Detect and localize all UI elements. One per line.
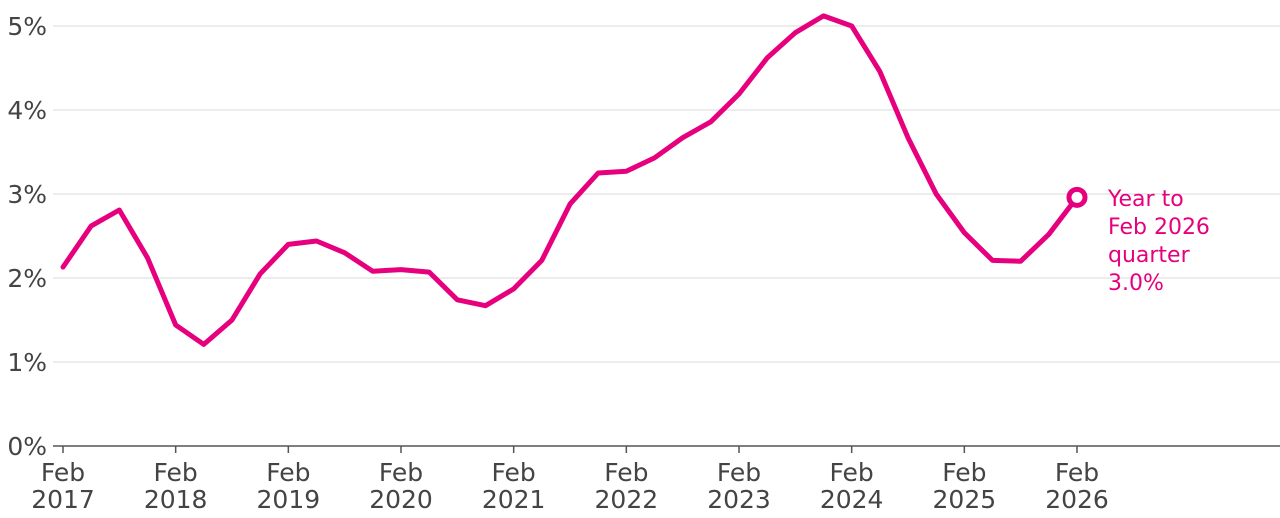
y-tick-label: 5% bbox=[7, 12, 47, 41]
x-tick-label-month: Feb bbox=[830, 458, 874, 487]
end-annotation: Year to Feb 2026 quarter 3.0% bbox=[1107, 187, 1217, 296]
last-point-marker bbox=[1066, 186, 1088, 208]
x-tick-label-year: 2021 bbox=[482, 485, 546, 514]
x-tick-label-year: 2020 bbox=[369, 485, 433, 514]
y-tick-label: 0% bbox=[7, 432, 47, 461]
x-tick-label-month: Feb bbox=[379, 458, 423, 487]
x-tick-label-year: 2025 bbox=[933, 485, 997, 514]
x-tick-label-year: 2019 bbox=[257, 485, 321, 514]
y-tick-label: 4% bbox=[7, 96, 47, 125]
x-tick-label-year: 2024 bbox=[820, 485, 884, 514]
y-tick-label: 1% bbox=[7, 348, 47, 377]
x-tick-label-year: 2018 bbox=[144, 485, 208, 514]
x-tick-label-year: 2023 bbox=[707, 485, 771, 514]
x-tick-label-month: Feb bbox=[492, 458, 536, 487]
annotation-line: Feb 2026 bbox=[1108, 215, 1210, 240]
annotation-line: Year to bbox=[1107, 187, 1184, 212]
x-tick-label-year: 2022 bbox=[595, 485, 659, 514]
x-tick-label-month: Feb bbox=[1055, 458, 1099, 487]
x-tick-label-month: Feb bbox=[154, 458, 198, 487]
x-tick-label-month: Feb bbox=[266, 458, 310, 487]
x-tick-label-month: Feb bbox=[604, 458, 648, 487]
x-tick-label-month: Feb bbox=[942, 458, 986, 487]
y-tick-label: 2% bbox=[7, 264, 47, 293]
annotation-line: 3.0% bbox=[1108, 271, 1164, 296]
annotation-line: quarter bbox=[1108, 243, 1191, 268]
x-tick-label-month: Feb bbox=[41, 458, 85, 487]
y-tick-label: 3% bbox=[7, 180, 47, 209]
series-line bbox=[60, 13, 1080, 347]
x-tick-label-year: 2017 bbox=[31, 485, 95, 514]
x-tick-label-month: Feb bbox=[717, 458, 761, 487]
x-tick-label-year: 2026 bbox=[1045, 485, 1109, 514]
